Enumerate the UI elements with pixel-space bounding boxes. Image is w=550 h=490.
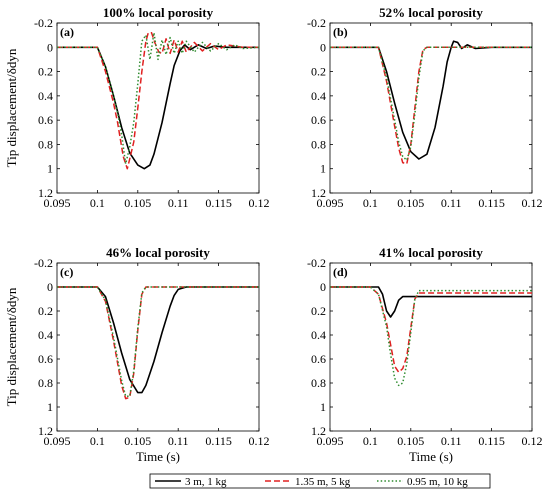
x-tick-label: 0.11	[168, 196, 189, 210]
y-tick-label: 0	[47, 280, 53, 294]
x-tick-label: 0.115	[205, 196, 232, 210]
panel-title: 100% local porosity	[103, 5, 214, 20]
legend-label: 3 m, 1 kg	[185, 476, 227, 488]
y-tick-label: -0.2	[34, 16, 53, 30]
x-tick-label: 0.11	[168, 434, 189, 448]
y-tick-label: 0.2	[311, 304, 326, 318]
y-tick-label: 0.6	[311, 352, 326, 366]
y-tick-label: 1.2	[38, 186, 53, 200]
x-tick-label: 0.11	[441, 196, 462, 210]
y-tick-label: 0.2	[38, 304, 53, 318]
y-tick-label: 0.2	[311, 65, 326, 79]
y-tick-label: 1	[47, 400, 53, 414]
series-line-3	[330, 286, 532, 387]
y-tick-label: 0.4	[311, 328, 326, 342]
legend-box	[149, 473, 491, 489]
panel-title: 52% local porosity	[379, 5, 483, 20]
x-tick-label: 0.12	[249, 434, 270, 448]
y-tick-label: 0.2	[38, 65, 53, 79]
legend: 3 m, 1 kg 1.35 m, 5 kg 0.95 m, 10 kg	[149, 473, 491, 489]
x-tick-label: 0.095	[317, 196, 344, 210]
y-tick-label: 0.8	[311, 376, 326, 390]
panel-label: (a)	[60, 25, 74, 39]
y-tick-label: 0.4	[38, 89, 53, 103]
y-tick-label: 0.8	[311, 137, 326, 151]
series-line-2	[330, 46, 532, 165]
x-tick-label: 0.095	[44, 434, 71, 448]
x-axis-label: Time (s)	[409, 449, 453, 464]
panel-label: (b)	[333, 25, 348, 39]
y-tick-label: 0	[320, 280, 326, 294]
y-tick-label: 1	[320, 400, 326, 414]
series-line-1	[57, 286, 259, 394]
series-line-1	[330, 40, 532, 160]
x-tick-label: 0.1	[363, 196, 378, 210]
y-tick-label: 1	[320, 162, 326, 176]
x-tick-label: 0.105	[124, 196, 151, 210]
y-tick-label: 0.6	[38, 352, 53, 366]
x-tick-label: 0.105	[124, 434, 151, 448]
x-tick-label: 0.1	[90, 434, 105, 448]
x-tick-label: 0.12	[249, 196, 270, 210]
panel-c: 0.095 0.1 0.105 0.11 0.115 0.12 -0.2 0 0.2 0.4 0.6…	[4, 245, 270, 464]
y-tick-label: 0.6	[311, 113, 326, 127]
panel-label: (d)	[333, 265, 348, 279]
y-tick-label: 1	[47, 162, 53, 176]
legend-label: 0.95 m, 10 kg	[407, 476, 468, 488]
series-line-3	[57, 31, 259, 165]
x-tick-label: 0.12	[522, 434, 543, 448]
y-tick-label: -0.2	[34, 256, 53, 270]
y-axis-label: Tip displacement/δdyn	[4, 287, 19, 406]
panel-d: 0.095 0.1 0.105 0.11 0.115 0.12 -0.2 0 0.2 0.4 0.6…	[307, 245, 543, 464]
y-tick-label: -0.2	[307, 16, 326, 30]
x-tick-label: 0.095	[317, 434, 344, 448]
panel-title: 46% local porosity	[106, 245, 210, 260]
x-tick-label: 0.105	[397, 434, 424, 448]
axes-frame	[329, 22, 533, 194]
panel-a: 0.095 0.1 0.105 0.11 0.115 0.12 -0.2 0 0.2 0.4 0.6…	[4, 5, 270, 210]
y-tick-label: 0.4	[311, 89, 326, 103]
x-tick-label: 0.095	[44, 196, 71, 210]
x-tick-label: 0.11	[441, 434, 462, 448]
y-tick-label: 1.2	[38, 424, 53, 438]
legend-label: 1.35 m, 5 kg	[295, 476, 351, 488]
y-tick-label: 0	[320, 40, 326, 54]
series-line-1	[57, 44, 259, 170]
axes-frame	[56, 22, 260, 194]
series-line-1	[330, 286, 532, 318]
panel-label: (c)	[60, 265, 73, 279]
x-axis-label: Time (s)	[136, 449, 180, 464]
y-tick-label: 0.8	[38, 137, 53, 151]
y-tick-label: 0.4	[38, 328, 53, 342]
y-tick-label: -0.2	[307, 256, 326, 270]
panel-b: 0.095 0.1 0.105 0.11 0.115 0.12 -0.2 0 0.2 0.4 0.6…	[307, 5, 543, 210]
axes-frame	[329, 262, 533, 432]
x-tick-label: 0.1	[363, 434, 378, 448]
panel-title: 41% local porosity	[379, 245, 483, 260]
x-tick-label: 0.115	[478, 196, 505, 210]
y-tick-label: 1.2	[311, 424, 326, 438]
x-tick-label: 0.115	[205, 434, 232, 448]
series-line-2	[57, 31, 259, 170]
series-line-2	[330, 286, 532, 373]
x-tick-label: 0.115	[478, 434, 505, 448]
y-tick-label: 0.6	[38, 113, 53, 127]
y-tick-label: 0.8	[38, 376, 53, 390]
y-axis-label: Tip displacement/δdyn	[4, 48, 19, 167]
x-tick-label: 0.1	[90, 196, 105, 210]
y-tick-label: 1.2	[311, 186, 326, 200]
x-tick-label: 0.12	[522, 196, 543, 210]
x-tick-label: 0.105	[397, 196, 424, 210]
y-tick-label: 0	[47, 40, 53, 54]
series-line-2	[57, 286, 259, 400]
axes-frame	[56, 262, 260, 432]
series-line-3	[57, 286, 259, 397]
